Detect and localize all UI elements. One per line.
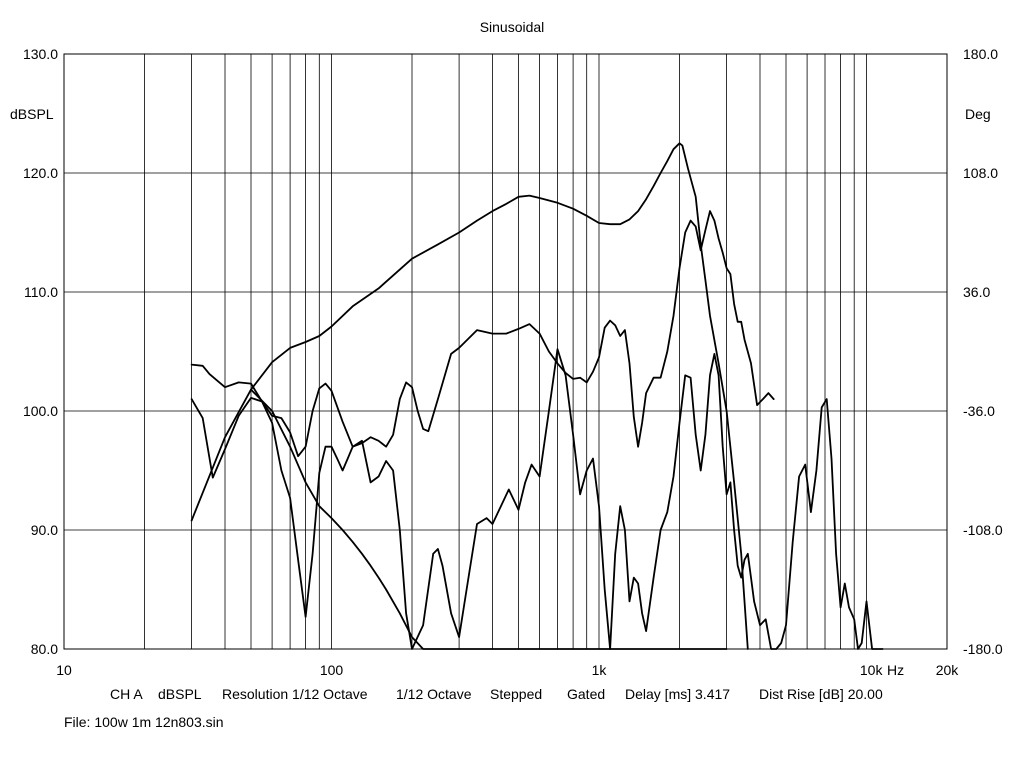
series-line-4 <box>250 388 728 650</box>
y-tick-label-left: 100.0 <box>23 403 58 419</box>
dist-rise-label: Dist Rise [dB] 20.00 <box>759 686 883 702</box>
x-tick-label: 20k <box>936 662 960 678</box>
y-tick-label-left: 130.0 <box>23 46 58 62</box>
x-tick-labels: 10 100 1k 10k 20k <box>56 662 959 678</box>
series-line-2 <box>190 210 775 458</box>
file-name-label: File: 100w 1m 12n803.sin <box>64 714 224 730</box>
chart-title: Sinusoidal <box>480 19 545 35</box>
stepped-label: Stepped <box>490 686 543 702</box>
y-axis-label-right: Deg <box>965 106 991 122</box>
x-tick-label: 1k <box>592 662 608 678</box>
series-line-1 <box>190 142 749 650</box>
series-layer <box>190 142 884 650</box>
grid <box>64 54 947 649</box>
y-tick-label-right: -180.0 <box>963 641 1003 657</box>
y-tick-label-left: 90.0 <box>31 522 58 538</box>
y-tick-label-right: 36.0 <box>963 284 990 300</box>
y-axis-label-left: dBSPL <box>10 106 54 122</box>
x-tick-label: 10 <box>56 662 72 678</box>
y-tick-labels-left: 80.0 90.0 100.0 110.0 120.0 130.0 <box>23 46 58 657</box>
x-tick-label: 10k <box>860 662 884 678</box>
x-tick-label: 100 <box>320 662 344 678</box>
y-tick-label-right: 108.0 <box>963 165 998 181</box>
unit-label: dBSPL <box>158 686 202 702</box>
delay-label: Delay [ms] 3.417 <box>625 686 731 702</box>
plot-frame <box>63 53 948 650</box>
y-tick-label-right: 180.0 <box>963 46 998 62</box>
gated-label: Gated <box>567 686 606 702</box>
resolution-label: Resolution 1/12 Octave <box>222 686 368 702</box>
y-tick-label-left: 110.0 <box>24 284 58 300</box>
y-tick-label-left: 80.0 <box>31 641 58 657</box>
y-tick-label-right: -36.0 <box>963 403 995 419</box>
octave-label: 1/12 Octave <box>396 686 472 702</box>
x-axis-unit-label: Hz <box>887 662 904 678</box>
y-tick-label-right: -108.0 <box>963 522 1003 538</box>
y-tick-label-left: 120.0 <box>23 165 58 181</box>
y-tick-labels-right: -180.0 -108.0 -36.0 36.0 108.0 180.0 <box>963 46 1003 657</box>
series-line-3 <box>190 348 884 650</box>
channel-label: CH A <box>110 686 143 702</box>
